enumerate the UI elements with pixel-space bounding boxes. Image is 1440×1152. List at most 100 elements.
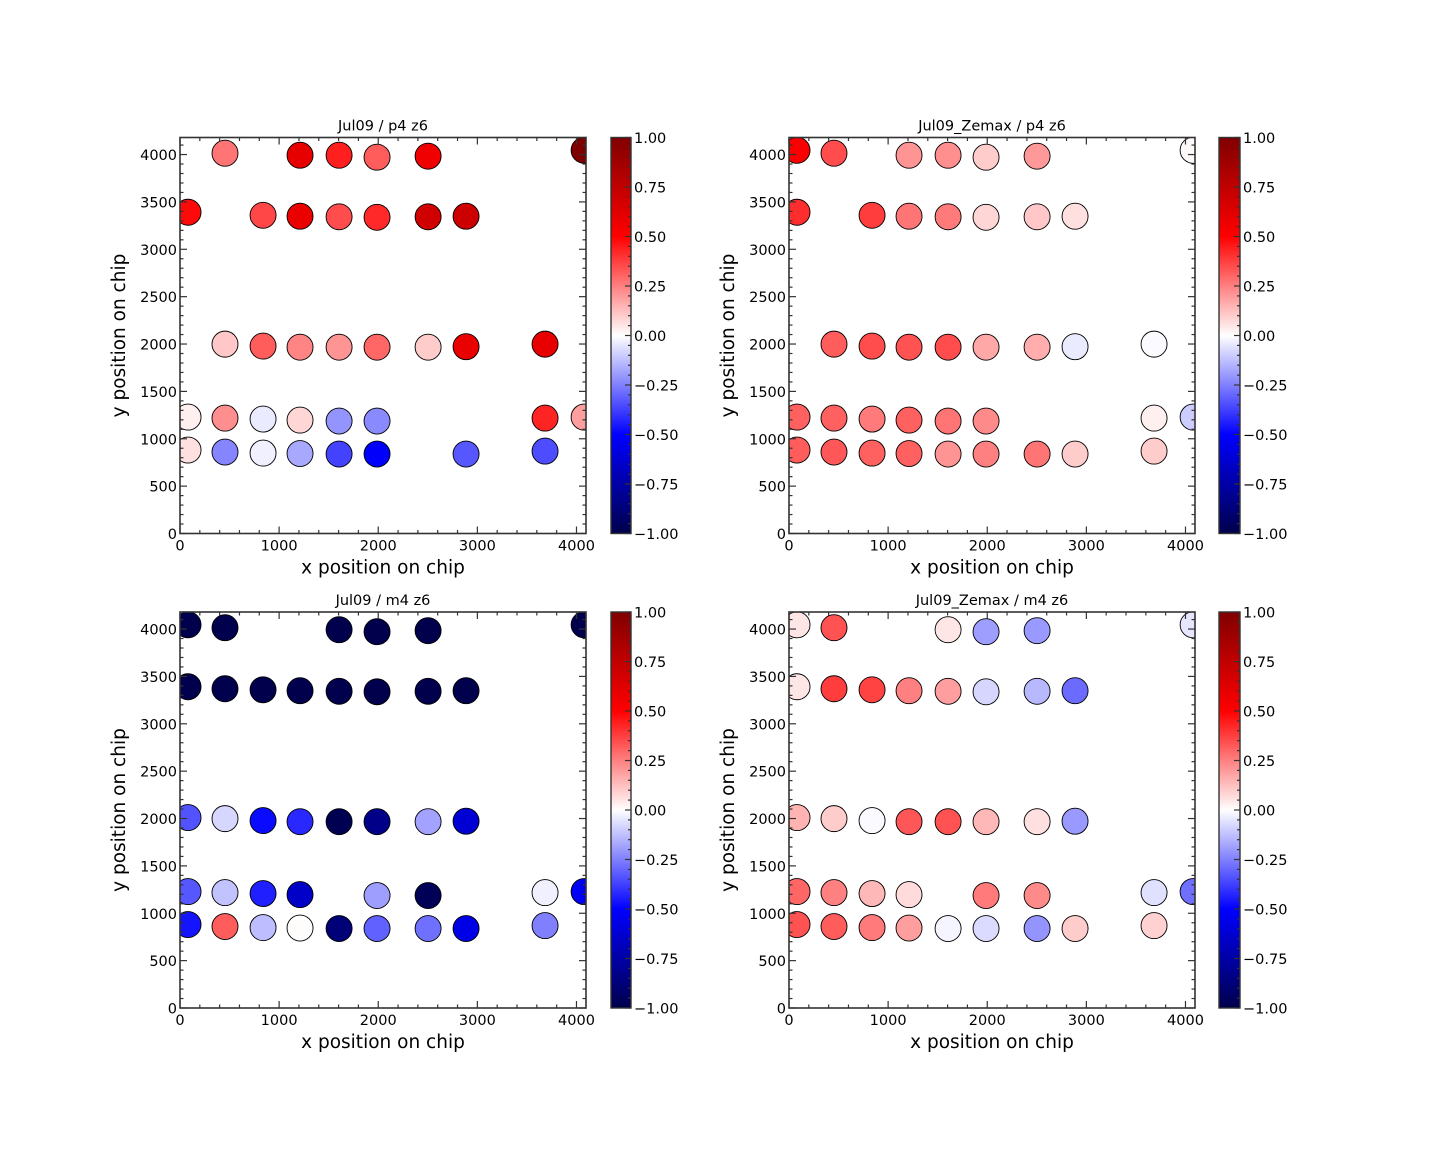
x-axis-label: x position on chip [910,1032,1074,1053]
colorbar-tick-label: −0.25 [634,853,678,869]
colorbar-tick-label: −0.25 [634,379,678,395]
y-tick-label: 0 [777,1002,786,1018]
colorbar-frame [1218,611,1241,1009]
data-point [363,440,391,468]
data-point [414,677,442,705]
data-point [211,404,239,432]
colorbar-tick-label: 0.75 [1243,181,1275,197]
data-point [325,141,353,169]
y-tick-label: 2000 [749,812,786,828]
data-point [249,439,277,467]
colorbar-tick-label: −0.25 [1243,379,1287,395]
colorbar-tick-label: −0.50 [1243,903,1287,919]
data-point [286,881,314,909]
colorbar-tick-label: −0.75 [634,478,678,494]
data-point [1140,404,1168,432]
axes-frame [179,611,587,1009]
data-point [820,438,848,466]
data-point [789,673,811,701]
data-point [789,612,811,639]
data-point [211,614,239,642]
data-point [249,914,277,942]
data-point [363,203,391,231]
scatter-panel-3: Jul09 / m4 z6 0 1000 2000 3000 4000 0 500 1000 15… [109,593,678,1053]
colorbar-tick-label: −0.75 [1243,478,1287,494]
y-tick-label: 500 [758,480,786,496]
y-tick-label: 0 [777,527,786,543]
scatter-panel-4: Jul09_Zemax / m4 z6 0 1000 2000 3000 4000 0 500… [718,593,1287,1053]
data-point [180,878,202,906]
data-point [452,333,480,361]
y-tick-label: 1500 [749,859,786,875]
data-point [414,617,442,645]
data-point [570,403,586,431]
data-point [452,202,480,230]
data-point [414,333,442,361]
y-axis-label: y position on chip [718,254,739,418]
data-point [1023,617,1051,645]
colorbar-frame [610,136,632,535]
x-axis-label: x position on chip [910,558,1074,579]
scatter-panel-2: Jul09_Zemax / p4 z6 0 1000 2000 3000 4000 0 500… [718,119,1287,579]
data-points [180,612,586,942]
data-point [972,143,1000,171]
y-tick-label: 0 [168,527,177,543]
data-point [1179,137,1195,164]
data-point [249,676,277,704]
data-point [363,882,391,909]
data-point [452,807,480,835]
colorbar-tick-label: −0.50 [1243,428,1287,444]
data-point [325,203,353,231]
data-point [1023,915,1051,942]
x-tick-label: 3000 [459,1013,496,1029]
y-tick-label: 3500 [749,195,786,211]
y-tick-label: 1000 [140,432,177,448]
data-point [363,618,391,646]
data-point [414,915,442,942]
data-point [211,139,239,167]
data-point [531,879,559,907]
x-tick-label: 2000 [969,539,1006,555]
data-point [363,915,391,942]
data-point [211,675,239,703]
axes-frame [788,136,1196,535]
x-tick-label: 3000 [459,539,496,555]
y-tick-label: 3000 [140,243,177,259]
colorbar-tick-label: 0.25 [1243,280,1275,296]
data-point [820,913,848,940]
data-point [1179,878,1195,906]
data-point [934,915,962,942]
y-tick-label: 4000 [140,148,177,164]
data-point [972,915,1000,942]
data-point [180,403,202,431]
y-axis-label: y position on chip [109,728,130,892]
data-point [531,404,559,432]
x-tick-label: 0 [784,1013,793,1029]
data-point [414,808,442,836]
data-point [895,808,923,836]
data-point [1023,882,1051,909]
data-point [895,677,923,705]
data-point [789,403,811,431]
data-point [1023,440,1051,468]
colorbar-tick-label: 1.00 [634,606,666,622]
colorbar-tick-label: −1.00 [634,527,678,543]
x-tick-label: 0 [784,539,793,555]
y-tick-label: 2500 [140,290,177,306]
y-tick-label: 2000 [749,338,786,354]
data-point [363,333,391,361]
colorbar-tick-label: −0.25 [1243,853,1287,869]
colorbar-tick-label: 0.25 [634,754,666,770]
data-point [363,678,391,706]
colorbar-tick-label: 0.00 [1243,329,1275,345]
y-tick-label: 3500 [140,670,177,686]
colorbar: 1.00 0.75 0.50 0.25 0.00 −0.25 −0.50 −0.75 −1.00 [1218,606,1287,1018]
data-point [211,879,239,907]
y-tick-label: 4000 [140,623,177,639]
data-point [934,808,962,836]
data-point [1023,808,1051,836]
data-point [934,203,962,231]
y-tick-label: 3500 [140,195,177,211]
colorbar-tick-label: −0.75 [1243,952,1287,968]
data-point [1061,333,1089,361]
